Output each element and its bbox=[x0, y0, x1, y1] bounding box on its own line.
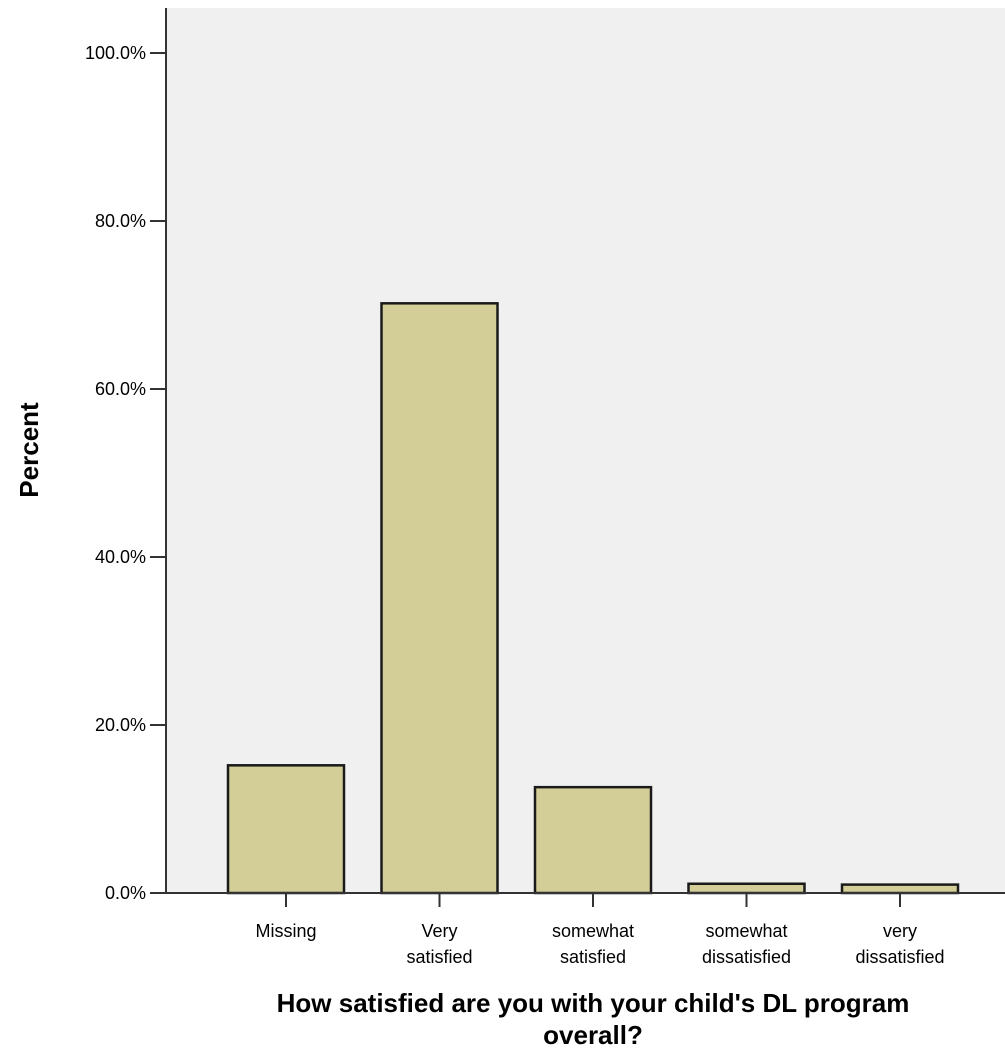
y-tick-label: 80.0% bbox=[95, 211, 146, 231]
bar bbox=[840, 883, 960, 895]
x-tick-label: somewhat bbox=[552, 921, 634, 941]
bar bbox=[533, 785, 653, 895]
bars bbox=[226, 302, 960, 895]
x-axis-title-line: How satisfied are you with your child's … bbox=[277, 988, 910, 1018]
x-tick-label: dissatisfied bbox=[855, 947, 944, 967]
bar bbox=[687, 882, 806, 895]
x-tick-label: Missing bbox=[255, 921, 316, 941]
y-axis-title: Percent bbox=[14, 402, 44, 498]
x-tick-label: dissatisfied bbox=[702, 947, 791, 967]
y-tick-label: 40.0% bbox=[95, 547, 146, 567]
y-axis-ticks: 0.0% 20.0% 40.0% 60.0% 80.0% 100.0% bbox=[85, 43, 166, 903]
y-tick-label: 20.0% bbox=[95, 715, 146, 735]
x-tick-label: very bbox=[883, 921, 917, 941]
y-tick-label: 100.0% bbox=[85, 43, 146, 63]
x-tick-label: satisfied bbox=[406, 947, 472, 967]
x-axis-title: How satisfied are you with your child's … bbox=[277, 988, 910, 1050]
x-tick-label: satisfied bbox=[560, 947, 626, 967]
x-tick-label: Very bbox=[421, 921, 457, 941]
bar bbox=[226, 764, 346, 895]
bar bbox=[380, 302, 499, 895]
y-tick-label: 60.0% bbox=[95, 379, 146, 399]
x-axis-categories: Missing Very satisfied somewhat satisfied som… bbox=[255, 893, 945, 967]
x-tick-label: somewhat bbox=[705, 921, 787, 941]
x-axis-title-line: overall? bbox=[543, 1020, 643, 1050]
y-tick-label: 0.0% bbox=[105, 883, 146, 903]
plot-background bbox=[166, 8, 1005, 893]
